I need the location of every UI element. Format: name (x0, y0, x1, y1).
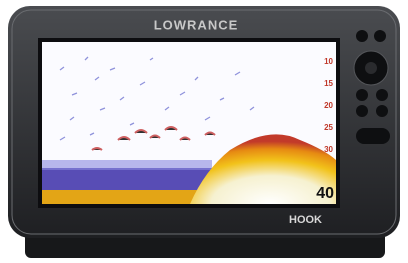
depth-label: 20 (324, 101, 333, 110)
button[interactable] (356, 89, 368, 101)
depth-label: 15 (324, 79, 333, 88)
button[interactable] (376, 89, 388, 101)
depth-label: 30 (324, 145, 333, 154)
brand-logo: LOWRANCE (154, 17, 239, 32)
model-logo: HOOK (289, 214, 322, 226)
pad-center[interactable] (365, 62, 377, 74)
sonar-screen (42, 42, 336, 204)
button[interactable] (356, 30, 368, 42)
power-button[interactable] (356, 128, 390, 144)
button[interactable] (374, 30, 386, 42)
button[interactable] (376, 105, 388, 117)
depth-label: 10 (324, 57, 333, 66)
button[interactable] (356, 105, 368, 117)
depth-readout: 40 (316, 185, 334, 202)
device-photo: LOWRANCE 10 15 20 25 30 40 HOOK (0, 0, 408, 263)
page: LOWRANCE 1015202530 40 HOOK (() => { con… (0, 0, 408, 263)
depth-label: 25 (324, 123, 333, 132)
bottom-clutter (42, 160, 212, 170)
